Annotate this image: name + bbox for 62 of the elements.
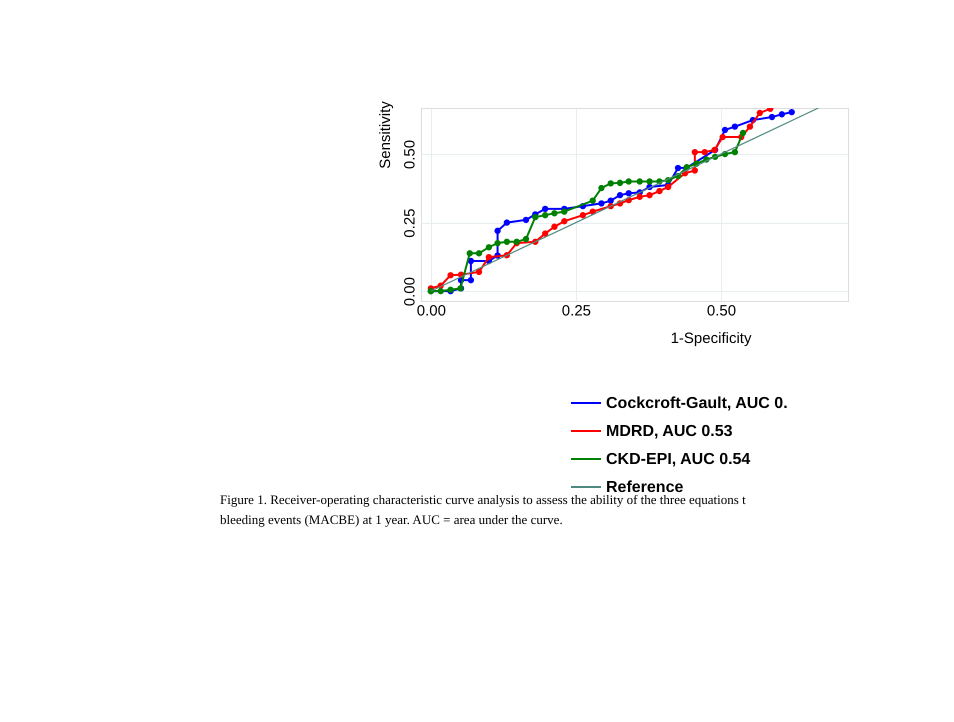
point: [551, 224, 558, 230]
point: [476, 250, 482, 256]
point: [486, 244, 492, 250]
point: [561, 218, 568, 224]
y-axis-title: Sensitivity: [377, 100, 394, 169]
point: [740, 130, 746, 136]
point: [788, 108, 795, 116]
point: [674, 164, 682, 172]
point: [447, 272, 454, 278]
point: [468, 277, 474, 284]
point: [542, 206, 548, 212]
x-tick-label: 0.00: [416, 302, 446, 320]
point: [626, 178, 632, 185]
point: [522, 236, 530, 242]
point: [778, 111, 786, 118]
legend-label: Cockcroft-Gault, AUC 0.: [606, 395, 788, 412]
point: [656, 188, 663, 194]
point: [732, 123, 738, 130]
y-tick-label: 0.25: [402, 208, 418, 238]
point: [542, 230, 548, 237]
point: [494, 228, 501, 234]
point: [608, 180, 614, 187]
point: [768, 114, 776, 120]
point: [598, 200, 605, 207]
point: [486, 254, 492, 260]
point: [636, 194, 643, 200]
point: [646, 192, 653, 198]
x-tick-label: 0.50: [706, 302, 736, 320]
point: [504, 219, 510, 226]
x-axis-title: 1-Specificity: [670, 330, 752, 347]
x-tick-label: 0.25: [562, 302, 592, 320]
point: [722, 126, 728, 134]
point: [616, 180, 624, 186]
point: [732, 148, 738, 156]
point: [551, 210, 558, 216]
point: [756, 110, 763, 116]
point: [532, 214, 538, 220]
legend-label: CKD-EPI, AUC 0.54: [606, 451, 750, 468]
point: [626, 190, 632, 196]
point: [542, 212, 548, 218]
point: [692, 148, 698, 156]
point: [522, 216, 530, 224]
point: [580, 212, 586, 218]
point: [636, 178, 643, 185]
point: [561, 208, 568, 215]
legend-label: MDRD, AUC 0.53: [606, 423, 733, 440]
point: [746, 123, 754, 130]
point: [692, 167, 698, 174]
point: [720, 134, 726, 140]
point: [494, 240, 501, 246]
y-tick-label: 0.50: [402, 140, 418, 170]
point: [590, 198, 596, 204]
point: [702, 148, 708, 156]
point: [616, 192, 624, 198]
point: [466, 250, 473, 256]
text: bleeding events (MACBE) at 1 year. AUC = area under the curve.: [220, 512, 563, 527]
point: [438, 288, 444, 294]
point: [476, 268, 482, 276]
point: [646, 178, 653, 185]
point: [598, 184, 605, 192]
point: [608, 198, 614, 204]
point: [504, 238, 510, 245]
